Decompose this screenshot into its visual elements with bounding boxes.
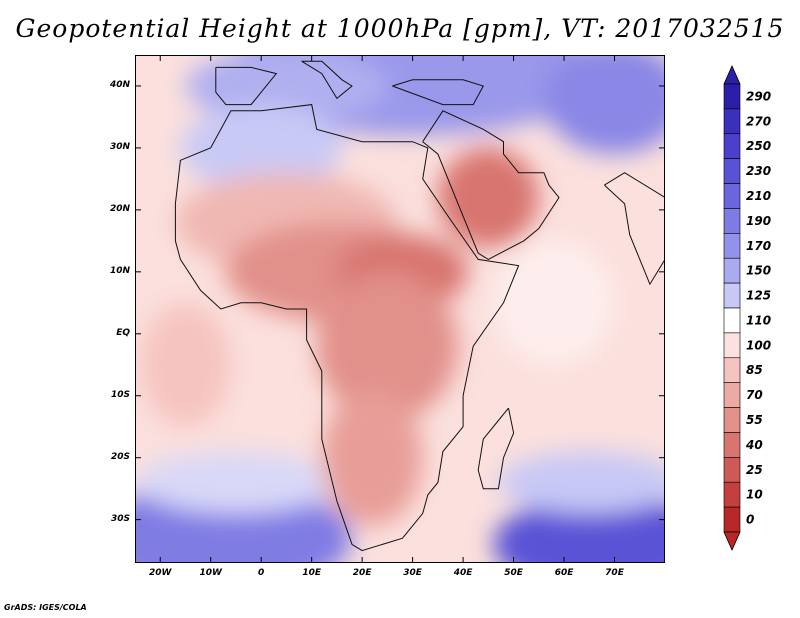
coastline-iberia <box>215 66 278 106</box>
colorbar-swatch <box>723 506 741 533</box>
field-region-southwest-light <box>135 451 337 514</box>
colorbar-label: 250 <box>746 139 771 153</box>
colorbar-label: 25 <box>746 463 763 477</box>
colorbar-swatch <box>723 83 741 110</box>
lon-label-60E: 60E <box>554 568 574 578</box>
colorbar-swatch <box>723 282 741 309</box>
colorbar-label: 150 <box>746 264 771 278</box>
colorbar-swatch <box>723 233 741 259</box>
lat-label-30S: 30S <box>110 513 130 524</box>
colorbar-bottom-arrow <box>723 531 741 551</box>
colorbar-swatch <box>723 307 741 334</box>
field-region-atlantic-mid <box>140 302 231 427</box>
colorbar-label: 270 <box>746 114 771 128</box>
colorbar-label: 85 <box>746 363 763 377</box>
colorbar: 2902702502302101901701501251101008570554… <box>723 65 771 551</box>
lon-label-10E: 10E <box>302 568 321 578</box>
lat-label-EQ: EQ <box>116 327 130 338</box>
colorbar-label: 70 <box>746 388 763 402</box>
colorbar-label: 210 <box>746 189 771 203</box>
colorbar-label: 40 <box>745 438 763 452</box>
colorbar-swatch <box>723 183 741 209</box>
lon-label-20W: 20W <box>149 568 172 578</box>
colorbar-top-arrow <box>723 65 741 85</box>
coastline-africa <box>174 104 520 552</box>
lat-label-20S: 20S <box>110 451 130 462</box>
lon-label-30E: 30E <box>403 568 422 578</box>
field-region-congo-low <box>316 271 459 421</box>
field-region-arabia-low <box>437 147 539 248</box>
map-frame <box>135 55 665 563</box>
lon-label-40E: 40E <box>453 568 473 578</box>
colorbar-label: 0 <box>746 513 754 527</box>
colorbar-label: 10 <box>746 488 763 502</box>
colorbar-swatch <box>723 332 741 359</box>
colorbar-label: 170 <box>746 239 771 253</box>
field-region-europe-high <box>185 55 388 124</box>
geopotential-height-map <box>135 55 665 563</box>
colorbar-swatch <box>723 432 741 458</box>
colorbar-swatch <box>723 257 741 284</box>
lon-label-0: 0 <box>258 568 265 578</box>
field-region-southeast-light <box>498 451 665 514</box>
lon-label-70E: 70E <box>605 568 624 578</box>
field-region-indian-ocean-mid <box>493 240 615 365</box>
field-region-sahara-high <box>180 104 342 192</box>
grads-credit: GrADS: IGES/COLA <box>4 603 87 612</box>
colorbar-label: 110 <box>746 313 771 327</box>
lat-label-40N: 40N <box>109 79 130 90</box>
field-region-northeast-high <box>543 55 665 155</box>
coastline-arabia <box>422 110 560 260</box>
colorbar-label: 125 <box>746 289 771 303</box>
field-region-southern-africa-low <box>321 389 423 526</box>
coastline-madagascar <box>477 407 515 490</box>
colorbar-swatch <box>723 357 741 383</box>
coastline-italy <box>301 60 353 100</box>
colorbar-label: 55 <box>746 413 763 427</box>
colorbar-swatch <box>723 407 741 433</box>
lat-label-30N: 30N <box>109 141 130 152</box>
lat-label-10S: 10S <box>110 389 130 400</box>
colorbar-swatch <box>723 382 741 408</box>
lon-label-10W: 10W <box>199 568 222 578</box>
colorbar-swatch <box>723 208 741 234</box>
lat-label-10N: 10N <box>109 265 130 276</box>
colorbar-label: 290 <box>746 89 771 103</box>
chart-title: Geopotential Height at 1000hPa [gpm], VT… <box>15 14 785 43</box>
coastline-anatolia <box>392 79 485 106</box>
colorbar-swatch <box>723 457 741 483</box>
colorbar-label: 190 <box>746 214 771 228</box>
lon-label-50E: 50E <box>504 568 523 578</box>
coastline-india <box>604 172 665 286</box>
lat-label-20N: 20N <box>109 203 130 214</box>
colorbar-label: 230 <box>746 164 771 178</box>
colorbar-swatch <box>723 481 741 508</box>
colorbar-swatch <box>723 108 741 135</box>
colorbar-swatch <box>723 133 741 159</box>
lon-label-20E: 20E <box>352 568 372 578</box>
colorbar-label: 100 <box>746 338 771 352</box>
field-region-south-high-east <box>493 494 665 563</box>
colorbar-swatch <box>723 158 741 184</box>
